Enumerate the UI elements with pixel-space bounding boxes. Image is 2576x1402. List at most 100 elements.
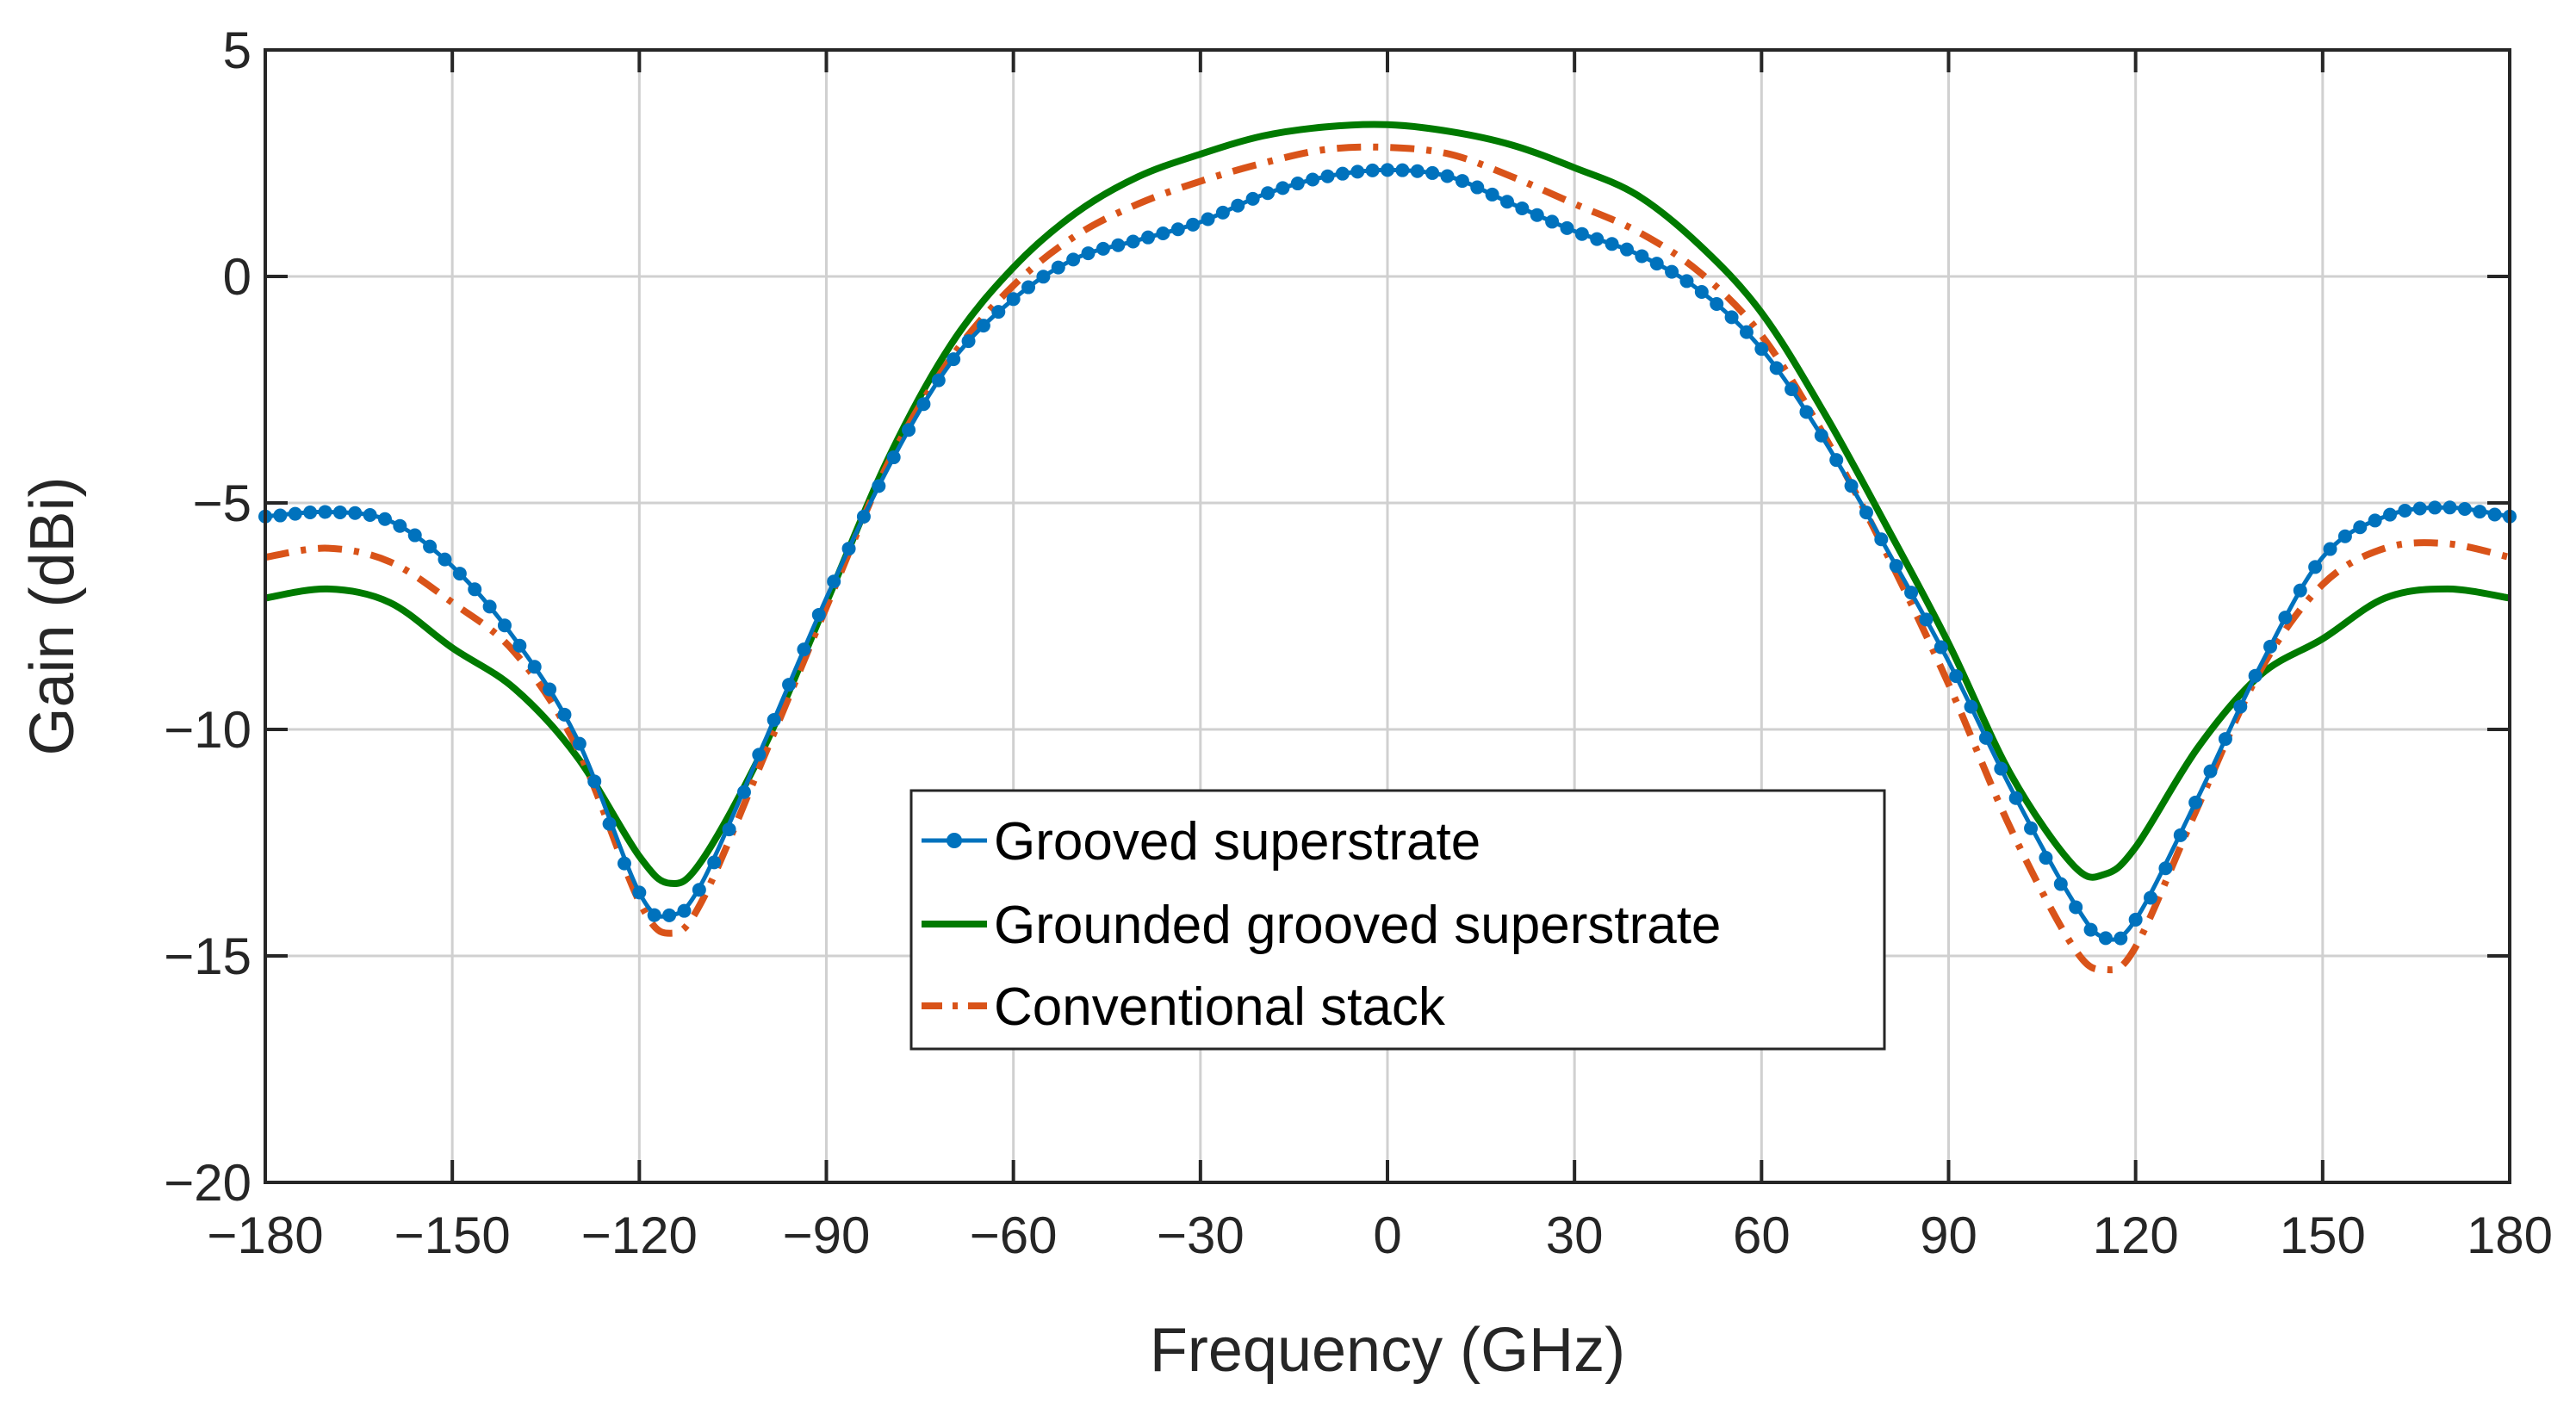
series-point-grooved-superstrate [1156, 226, 1170, 241]
series-point-grooved-superstrate [1186, 217, 1201, 232]
series-point-grooved-superstrate [632, 885, 647, 900]
series-point-grooved-superstrate [692, 883, 706, 897]
series-point-grooved-superstrate [1829, 453, 1844, 468]
series-point-grooved-superstrate [662, 908, 677, 922]
series-point-grooved-superstrate [1889, 559, 1903, 574]
series-point-grooved-superstrate [1904, 586, 1919, 600]
series-point-grooved-superstrate [1320, 169, 1335, 183]
series-point-grooved-superstrate [587, 774, 602, 789]
legend-label-grounded-grooved-superstrate: Grounded grooved superstrate [994, 896, 1721, 955]
series-point-grooved-superstrate [1560, 220, 1574, 235]
legend-marker-grooved-superstrate [947, 833, 962, 848]
series-line-grounded-grooved-superstrate [264, 121, 2511, 888]
series-point-grooved-superstrate [976, 319, 990, 333]
series-point-grooved-superstrate [303, 505, 318, 519]
series-point-grooved-superstrate [2069, 900, 2083, 915]
series-point-grooved-superstrate [707, 855, 722, 870]
series-point-grooved-superstrate [2098, 931, 2113, 946]
x-axis-title: Frequency (GHz) [1150, 1316, 1625, 1385]
series-point-grooved-superstrate [782, 678, 797, 692]
series-point-grooved-superstrate [1919, 612, 1934, 627]
series-point-grooved-superstrate [2337, 529, 2352, 543]
series-point-grooved-superstrate [2278, 611, 2293, 625]
series-point-grooved-superstrate [1934, 640, 1948, 654]
series-point-grooved-superstrate [1455, 174, 1469, 189]
series-point-grooved-superstrate [872, 479, 886, 493]
series-point-grooved-superstrate [2368, 513, 2382, 528]
series-point-grooved-superstrate [543, 682, 557, 697]
series-point-grooved-superstrate [1081, 246, 1096, 261]
series-point-grooved-superstrate [1679, 274, 1694, 288]
x-tick-label: −120 [581, 1207, 698, 1264]
series-point-grooved-superstrate [1231, 198, 1245, 213]
y-tick-label: −15 [164, 927, 251, 985]
series-point-grooved-superstrate [1126, 234, 1140, 249]
series-point-grooved-superstrate [1754, 342, 1769, 357]
x-tick-label: 0 [1373, 1207, 1401, 1264]
y-tick-labels: −20 −15 −10 −5 0 5 [164, 22, 251, 1212]
legend: Grooved superstrate Grounded grooved sup… [909, 789, 1886, 1051]
series-point-grooved-superstrate [1290, 177, 1305, 191]
series-point-grooved-superstrate [916, 397, 931, 412]
series-point-grooved-superstrate [1785, 382, 1799, 397]
series-point-grooved-superstrate [797, 642, 811, 657]
series-point-grooved-superstrate [931, 373, 946, 388]
series-point-grooved-superstrate [1499, 195, 1514, 209]
series-point-grooved-superstrate [1814, 428, 1828, 443]
series-point-grooved-superstrate [1978, 730, 1993, 745]
x-tick-label: 120 [2093, 1207, 2179, 1264]
series-point-grooved-superstrate [2443, 500, 2457, 515]
series-point-grooved-superstrate [841, 542, 856, 556]
series-point-grooved-superstrate [1710, 296, 1724, 311]
series-point-grooved-superstrate [2293, 583, 2307, 598]
series-point-grooved-superstrate [1006, 292, 1021, 307]
series-point-grooved-superstrate [2248, 668, 2263, 683]
series-point-grooved-superstrate [2144, 890, 2158, 905]
series-point-grooved-superstrate [1170, 222, 1185, 237]
series-point-grooved-superstrate [2308, 560, 2323, 574]
series-point-grooved-superstrate [1859, 506, 1873, 520]
series-point-grooved-superstrate [1649, 257, 1664, 271]
series-point-grooved-superstrate [1440, 169, 1455, 183]
series-point-grooved-superstrate [527, 660, 542, 674]
series-point-grooved-superstrate [1485, 187, 1499, 202]
series-point-grooved-superstrate [393, 518, 407, 533]
series-point-grooved-superstrate [348, 506, 363, 520]
x-tick-labels: −180 −150 −120 −90 −60 −30 0 30 60 90 120 150 180 [207, 1207, 2553, 1264]
y-tick-label: −20 [164, 1154, 251, 1212]
series-point-grooved-superstrate [752, 748, 767, 762]
series-point-grooved-superstrate [1410, 164, 1425, 178]
series-point-grooved-superstrate [1694, 285, 1709, 300]
series-point-grooved-superstrate [332, 505, 347, 519]
series-point-grooved-superstrate [273, 508, 288, 523]
x-tick-label: −150 [394, 1207, 511, 1264]
series-point-grooved-superstrate [1111, 238, 1126, 252]
series-point-grooved-superstrate [2412, 501, 2427, 516]
series-point-grooved-superstrate [452, 567, 467, 581]
x-tick-label: 150 [2280, 1207, 2366, 1264]
series-point-grooved-superstrate [902, 423, 916, 437]
series-point-grooved-superstrate [2158, 861, 2173, 876]
series-point-grooved-superstrate [2473, 505, 2487, 519]
y-tick-label: −5 [193, 475, 251, 532]
series-point-grooved-superstrate [1381, 163, 1394, 177]
series-point-grooved-superstrate [557, 707, 572, 722]
series-point-grooved-superstrate [1261, 186, 1276, 201]
y-tick-label: 0 [223, 248, 251, 306]
series-point-grooved-superstrate [1215, 205, 1230, 220]
series-point-grooved-superstrate [377, 512, 392, 526]
series-point-grooved-superstrate [2383, 507, 2398, 522]
y-tick-label: −10 [164, 701, 251, 759]
series-point-grooved-superstrate [2008, 791, 2023, 805]
series-point-grooved-superstrate [1964, 699, 1978, 714]
series-point-grooved-superstrate [288, 506, 302, 521]
series-point-grooved-superstrate [1530, 208, 1544, 222]
series-point-grooved-superstrate [2398, 503, 2412, 518]
legend-label-conventional-stack: Conventional stack [994, 977, 1446, 1037]
series-point-grooved-superstrate [318, 505, 332, 519]
series-point-grooved-superstrate [677, 903, 692, 918]
series-point-grooved-superstrate [1994, 761, 2008, 776]
series-point-grooved-superstrate [767, 712, 781, 727]
series-point-grooved-superstrate [2083, 922, 2098, 937]
